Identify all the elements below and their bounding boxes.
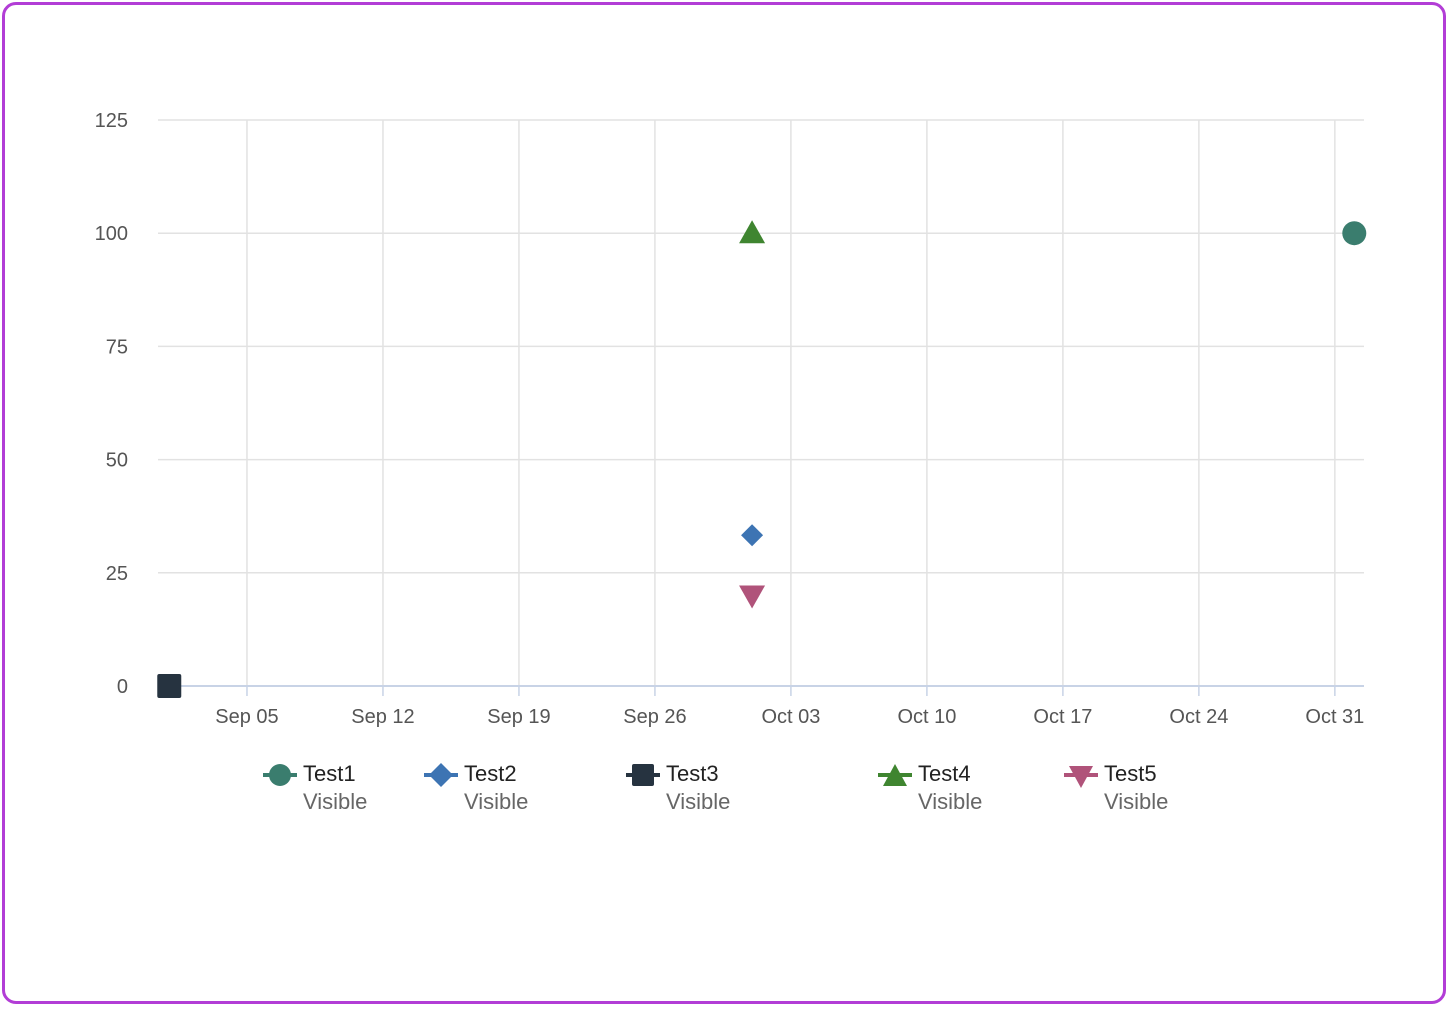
x-tick-label: Oct 31 [1305,706,1364,728]
legend-item-test2[interactable]: Test2 Visible [424,760,528,816]
x-tick-label: Sep 12 [351,706,414,728]
y-tick-label: 75 [106,336,128,358]
data-point-test5 [739,585,766,609]
x-tick-label: Sep 26 [623,706,686,728]
x-tick-label: Oct 10 [897,706,956,728]
y-tick-label: 100 [95,223,128,245]
legend-status: Visible [464,789,529,814]
y-tick-label: 0 [117,676,128,698]
y-tick-label: 50 [106,450,128,472]
x-tick-label: Sep 19 [487,706,550,728]
legend-status: Visible [666,789,731,814]
legend-square-icon [626,760,660,790]
legend-diamond-icon [424,760,458,790]
legend-item-test4[interactable]: Test4 Visible [878,760,982,816]
legend-item-test1[interactable]: Test1 Visible [263,760,367,816]
legend-label: Test5 [1104,761,1157,786]
data-point-test4 [739,220,766,244]
legend-item-test5[interactable]: Test5 Visible [1064,760,1168,816]
y-tick-label: 25 [106,563,128,585]
legend-circle-icon [263,760,297,790]
legend-triangle-up-icon [878,760,912,790]
legend-status: Visible [303,789,368,814]
data-point-test1 [1342,221,1367,246]
x-tick-label: Oct 17 [1033,706,1092,728]
x-tick-label: Sep 05 [215,706,278,728]
data-point-test3 [157,674,182,698]
legend-status: Visible [918,789,983,814]
legend-label: Test3 [666,761,719,786]
legend-status: Visible [1104,789,1169,814]
legend-label: Test1 [303,761,356,786]
legend-item-test3[interactable]: Test3 Visible [626,760,730,816]
data-point-test2 [741,524,764,547]
x-tick-label: Oct 24 [1169,706,1228,728]
legend-triangle-down-icon [1064,760,1098,790]
legend-label: Test2 [464,761,517,786]
y-tick-label: 125 [95,110,128,132]
legend-label: Test4 [918,761,971,786]
x-tick-label: Oct 03 [761,706,820,728]
